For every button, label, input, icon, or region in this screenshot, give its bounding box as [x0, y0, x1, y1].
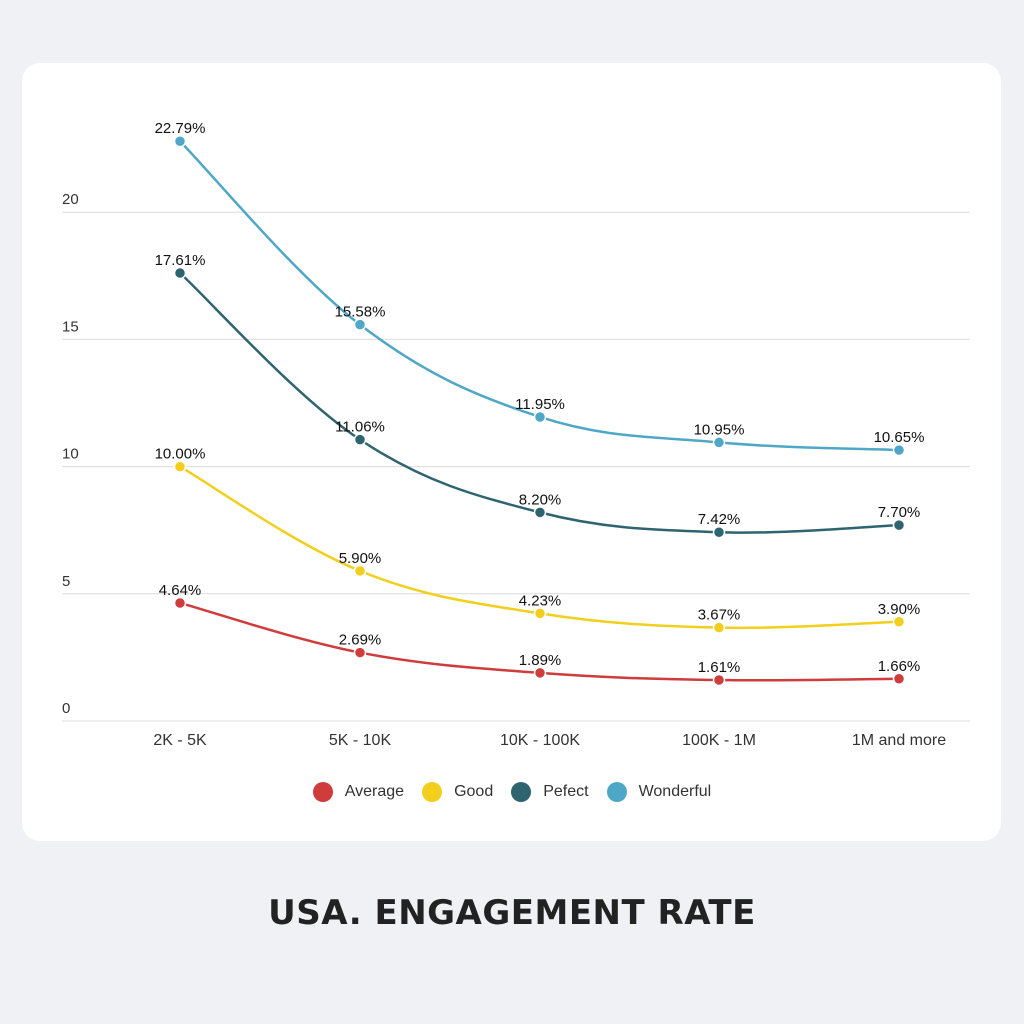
legend-label: Good — [454, 783, 494, 800]
data-label-wonderful: 15.58% — [335, 304, 386, 321]
data-label-pefect: 11.06% — [335, 419, 385, 436]
data-point-pefect — [353, 433, 367, 446]
series-points — [173, 134, 906, 687]
x-tick-label: 10K - 100K — [500, 732, 580, 749]
legend-swatch — [422, 782, 443, 802]
data-label-good: 5.90% — [339, 550, 382, 567]
data-label-average: 1.66% — [878, 658, 921, 675]
x-tick-label: 1M and more — [852, 732, 946, 749]
data-label-wonderful: 11.95% — [515, 396, 565, 413]
data-label-pefect: 7.42% — [698, 511, 741, 528]
y-axis-ticks: 0 5 10 15 20 — [62, 191, 79, 717]
legend-swatch — [312, 782, 333, 802]
y-tick-label: 0 — [62, 700, 70, 717]
data-label-pefect: 7.70% — [878, 504, 921, 521]
data-labels: 4.64% 2.69% 1.89% 1.61% 1.66% 10.00% 5.90% 4.23… — [155, 120, 925, 676]
y-tick-label: 20 — [62, 191, 79, 208]
y-tick-label: 5 — [62, 573, 70, 590]
data-point-pefect — [533, 506, 547, 519]
data-point-average — [353, 646, 367, 659]
data-label-average: 4.64% — [159, 582, 202, 599]
y-tick-label: 15 — [62, 318, 79, 335]
x-axis-ticks: 2K - 5K 5K - 10K 10K - 100K 100K - 1M 1M and… — [153, 732, 946, 749]
data-label-good: 3.67% — [698, 607, 741, 624]
data-label-wonderful: 10.95% — [694, 421, 745, 438]
data-point-pefect — [712, 525, 726, 539]
chart-title: USA. ENGAGEMENT RATE — [268, 893, 756, 933]
data-point-average — [892, 672, 906, 686]
x-tick-label: 5K - 10K — [329, 732, 392, 749]
data-point-good — [712, 621, 726, 634]
y-tick-label: 10 — [62, 446, 79, 463]
data-label-good: 10.00% — [155, 446, 206, 463]
data-point-wonderful — [892, 443, 906, 457]
legend-item-good: Good — [422, 782, 493, 802]
legend-swatch — [511, 782, 532, 802]
data-label-average: 1.89% — [519, 652, 562, 669]
chart-legend: Average Good Pefect Wonderful — [0, 782, 1024, 802]
data-label-wonderful: 10.65% — [874, 429, 925, 446]
data-point-good — [533, 607, 547, 620]
data-label-average: 1.61% — [698, 659, 741, 676]
chart-card — [22, 63, 1001, 841]
data-point-wonderful — [353, 318, 367, 331]
x-tick-label: 100K - 1M — [682, 732, 756, 749]
data-point-good — [353, 564, 367, 578]
legend-item-wonderful: Wonderful — [606, 782, 712, 802]
series-line-pefect — [179, 272, 900, 534]
data-point-average — [173, 596, 187, 610]
legend-item-average: Average — [312, 782, 405, 802]
data-point-average — [712, 673, 726, 687]
data-point-pefect — [173, 266, 187, 280]
legend-label: Pefect — [543, 783, 589, 800]
data-point-good — [173, 460, 187, 473]
data-point-wonderful — [533, 410, 547, 424]
data-label-pefect: 8.20% — [519, 491, 562, 508]
data-point-wonderful — [712, 436, 726, 449]
legend-label: Average — [344, 783, 405, 800]
data-label-good: 3.90% — [878, 601, 921, 618]
legend-item-pefect: Pefect — [511, 782, 589, 802]
data-label-pefect: 17.61% — [155, 252, 206, 269]
data-label-wonderful: 22.79% — [155, 120, 206, 137]
data-point-good — [892, 615, 906, 629]
data-point-pefect — [892, 518, 906, 532]
grid-layer — [62, 211, 970, 722]
x-tick-label: 2K - 5K — [153, 732, 207, 749]
data-point-wonderful — [173, 134, 187, 148]
data-point-average — [533, 666, 547, 680]
legend-label: Wonderful — [638, 783, 712, 800]
series-line-wonderful — [179, 140, 900, 452]
data-label-average: 2.69% — [339, 632, 382, 649]
legend-swatch — [606, 782, 627, 802]
data-label-good: 4.23% — [519, 592, 562, 609]
